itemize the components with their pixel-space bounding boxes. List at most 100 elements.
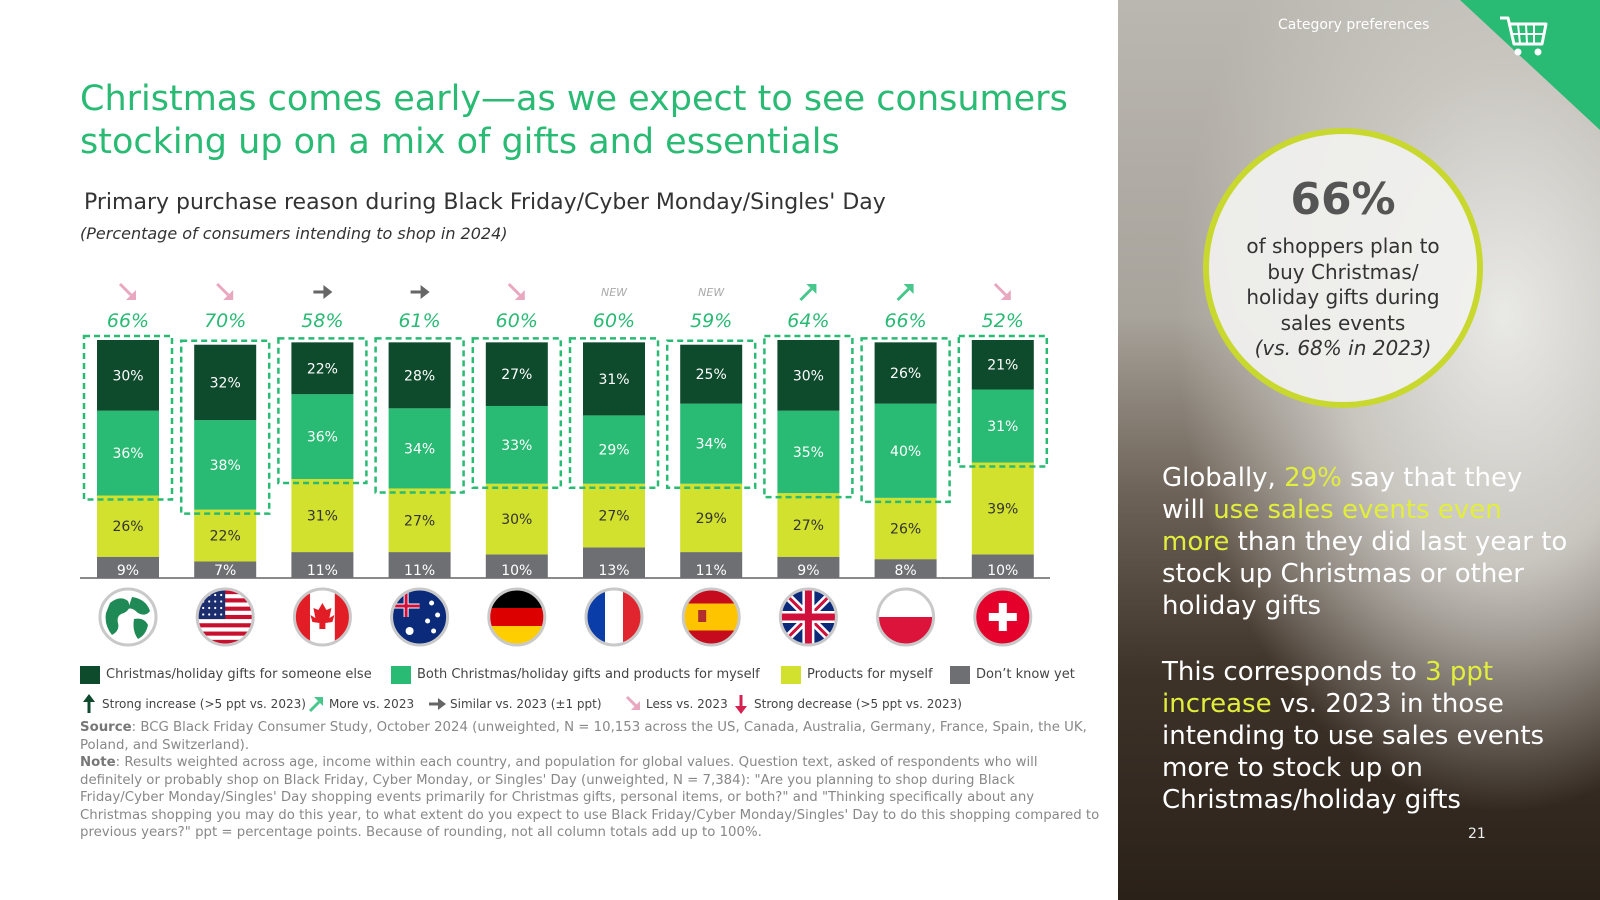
- insight-highlight: use sales events even more: [1162, 495, 1502, 557]
- bar-segment: [971, 340, 1034, 390]
- highlight-box: [471, 337, 563, 489]
- bar-segment: [485, 483, 548, 555]
- bar-segment: [971, 389, 1034, 463]
- new-label: NEW: [601, 286, 628, 299]
- flag-border: [584, 587, 644, 647]
- flag-border: [390, 587, 450, 647]
- stat-comparison: (vs. 68% in 2023): [1254, 336, 1432, 360]
- insight-text: Globally,: [1162, 463, 1285, 493]
- data-label: 9%: [797, 563, 819, 579]
- flag-part: [128, 597, 150, 615]
- data-label: 27%: [501, 367, 532, 383]
- bar-segment: [485, 554, 548, 578]
- flag-part: [208, 606, 211, 610]
- data-label: 11%: [307, 563, 338, 579]
- chart-subtitle: (Percentage of consumers intending to sh…: [80, 224, 508, 243]
- flag-part: [429, 600, 435, 606]
- canada-flag-icon: [292, 587, 352, 647]
- total-label: 70%: [204, 310, 246, 332]
- flag-part: [198, 635, 253, 641]
- bar-segment: [388, 488, 451, 553]
- data-label: 31%: [987, 419, 1018, 435]
- flag-part: [781, 613, 836, 621]
- data-label: 34%: [696, 437, 727, 453]
- side-panel: Category preferences 66% of shoppers pla…: [1118, 0, 1600, 900]
- flag-part: [198, 619, 253, 624]
- flag-part: [220, 606, 223, 610]
- flag-part: [202, 606, 205, 610]
- bar-segment: [874, 559, 937, 578]
- total-label: 58%: [301, 310, 343, 332]
- flag-face: [295, 590, 350, 644]
- germany-flag-icon: [487, 587, 547, 647]
- bar-segment: [388, 342, 451, 409]
- data-label: 32%: [210, 375, 241, 391]
- flag-border: [487, 587, 547, 647]
- highlight-box: [374, 337, 465, 494]
- stacked-bar-chart: 9% 26% 36% 30% 66% 7% 22% 38% 32% 70% 11% 31% 36% 22%…: [80, 282, 1050, 647]
- bar-segment: [583, 547, 645, 578]
- arrow-up-right-icon: [903, 284, 914, 294]
- flag-part: [405, 627, 414, 635]
- bar-segment: [97, 556, 159, 578]
- total-label: 66%: [107, 310, 149, 332]
- flag-part: [198, 627, 253, 633]
- highlight-box: [179, 339, 271, 515]
- flag-part: [489, 626, 544, 644]
- flag-part: [133, 618, 148, 639]
- flag-part: [208, 600, 211, 603]
- legend-label: Both Christmas/holiday gifts and product…: [417, 667, 760, 682]
- data-label: 31%: [307, 509, 338, 525]
- bar-segment: [485, 405, 548, 484]
- data-label: 10%: [501, 563, 532, 579]
- insight-text: than they did last year to stock up Chri…: [1162, 527, 1568, 621]
- data-label: 13%: [598, 563, 629, 579]
- flag-face: [975, 590, 1030, 644]
- arrow-down-icon: [735, 695, 747, 714]
- data-label: 10%: [987, 563, 1018, 579]
- bar-segment: [194, 420, 257, 510]
- legend-swatch: [391, 666, 411, 684]
- data-label: 8%: [894, 563, 916, 579]
- arrow-down-right-icon: [216, 282, 230, 297]
- flag-part: [214, 600, 217, 603]
- data-label: 27%: [793, 518, 824, 534]
- flag-part: [988, 613, 1017, 621]
- bar-segment: [874, 497, 937, 560]
- insight-highlight: 3 ppt increase: [1162, 657, 1494, 719]
- flag-part: [587, 590, 605, 644]
- bar-segment: [874, 342, 937, 404]
- source-label: Source: [80, 720, 132, 735]
- data-label: 22%: [210, 529, 241, 545]
- flag-part: [198, 631, 253, 637]
- flag-part: [202, 613, 205, 616]
- flag-part: [214, 613, 217, 616]
- spain-flag-icon: [681, 587, 741, 647]
- flag-part: [208, 613, 211, 616]
- data-label: 11%: [696, 563, 727, 579]
- total-label: 52%: [982, 310, 1024, 332]
- note-text: : Results weighted across age, income wi…: [80, 755, 1100, 840]
- data-label: 39%: [987, 501, 1018, 517]
- bar-segment: [583, 483, 645, 548]
- page-number: 21: [1468, 826, 1486, 842]
- bar-segment: [971, 554, 1034, 578]
- legend-label: Don’t know yet: [976, 667, 1075, 682]
- flag-part: [198, 639, 253, 644]
- legend-label: Christmas/holiday gifts for someone else: [106, 667, 372, 682]
- arrow-right-icon: [420, 285, 430, 299]
- arrow-up-right-icon: [308, 697, 323, 713]
- data-label: 38%: [210, 458, 241, 474]
- bar-segment: [680, 344, 743, 404]
- stat-description: of shoppers plan to buy Christmas/ holid…: [1246, 234, 1440, 335]
- flag-part: [698, 610, 707, 622]
- arrow-right-icon: [429, 698, 446, 710]
- flag-part: [489, 590, 544, 608]
- bar-segment: [388, 552, 451, 578]
- flag-part: [431, 628, 437, 634]
- flag-part: [202, 593, 205, 597]
- flag-border: [292, 587, 352, 647]
- arrow-down-right-icon: [993, 282, 1007, 297]
- flag-face: [392, 590, 447, 644]
- data-label: 11%: [404, 563, 435, 579]
